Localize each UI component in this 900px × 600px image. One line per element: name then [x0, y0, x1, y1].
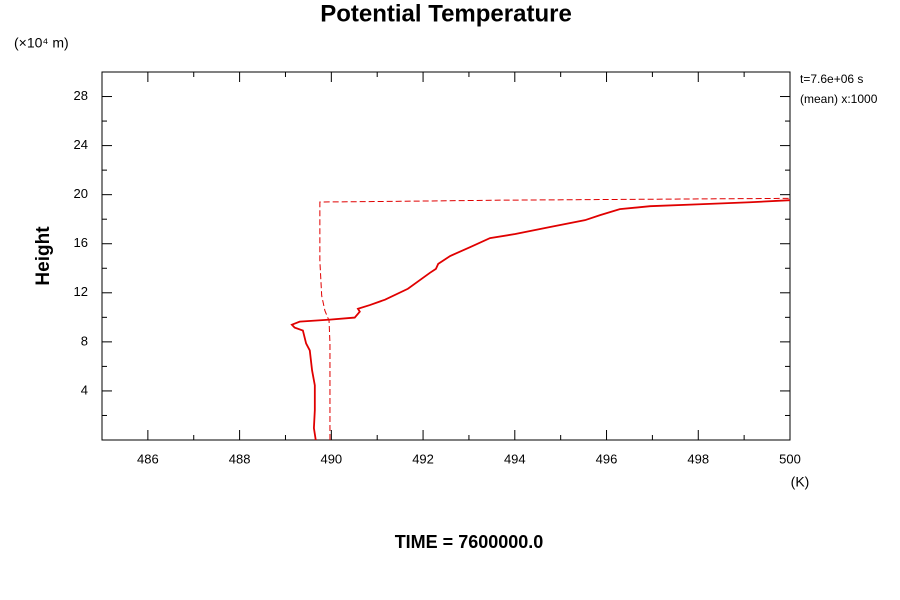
y-tick-label: 16 — [74, 235, 88, 250]
footer: TIME = 7600000.0 — [395, 532, 544, 552]
x-tick-label: 498 — [687, 451, 709, 466]
x-tick-label: 492 — [412, 451, 434, 466]
x-tick-label: 500 — [779, 451, 801, 466]
y-tick-label: 12 — [74, 284, 88, 299]
y-tick-label: 24 — [74, 137, 88, 152]
y-tick-label: 8 — [81, 333, 88, 348]
plot-frame — [101, 71, 791, 441]
y-tick-label: 20 — [74, 186, 88, 201]
x-tick-label: 486 — [137, 451, 159, 466]
x-tick-label: 494 — [504, 451, 526, 466]
x-unit: (K) — [791, 474, 810, 490]
y-unit: (×10⁴ m) — [14, 35, 69, 51]
data-line — [290, 199, 791, 441]
annotation: t=7.6e+06 s — [800, 72, 863, 86]
annotation: (mean) x:1000 — [800, 92, 878, 106]
data-line — [319, 197, 791, 440]
y-axis-label: Height — [33, 226, 54, 286]
x-tick-label: 490 — [320, 451, 342, 466]
x-tick-label: 488 — [229, 451, 251, 466]
x-tick-label: 496 — [596, 451, 618, 466]
y-tick-label: 4 — [81, 382, 88, 397]
chart-title: Potential Temperature — [320, 0, 572, 27]
y-tick-label: 28 — [74, 88, 88, 103]
